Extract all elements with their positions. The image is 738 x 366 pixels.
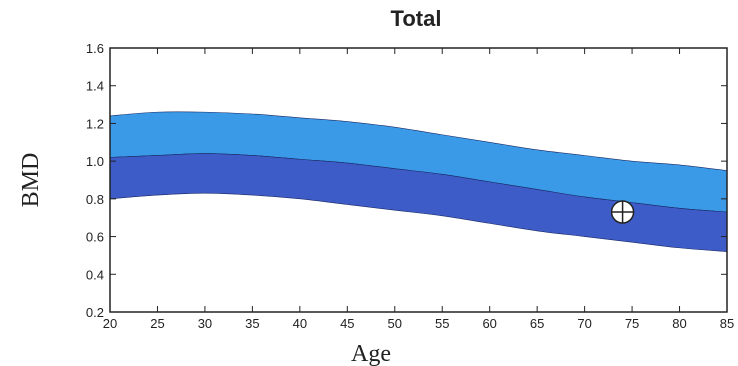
y-tick-label: 1.0 (86, 154, 104, 169)
x-tick-label: 20 (103, 316, 117, 331)
y-tick-label: 0.4 (86, 267, 104, 282)
x-tick-label: 45 (340, 316, 354, 331)
y-tick-label: 0.2 (86, 305, 104, 320)
y-axis: 0.2 0.4 0.6 0.8 1.0 1.2 1.4 1.6 (86, 41, 727, 320)
y-tick-label: 0.6 (86, 230, 104, 245)
bands-layer (109, 111, 728, 252)
x-tick-label: 75 (625, 316, 639, 331)
x-tick-label: 80 (672, 316, 686, 331)
plot-frame (109, 47, 728, 313)
y-tick-label: 1.6 (86, 41, 104, 56)
x-tick-label: 55 (435, 316, 449, 331)
y-tick-label: 1.4 (86, 79, 104, 94)
markers-layer (610, 200, 635, 224)
y-axis-label: BMD (18, 153, 44, 208)
y-tick-label: 1.2 (86, 116, 104, 131)
x-tick-label: 60 (482, 316, 496, 331)
x-tick-label: 65 (530, 316, 544, 331)
x-tick-label: 35 (245, 316, 259, 331)
x-tick-label: 30 (198, 316, 212, 331)
x-tick-label: 25 (150, 316, 164, 331)
x-tick-label: 50 (388, 316, 402, 331)
patient-marker (610, 200, 635, 224)
x-tick-label: 85 (720, 316, 734, 331)
y-tick-label: 0.8 (86, 192, 104, 207)
chart-title: Total (391, 6, 442, 31)
x-axis-label: Age (351, 341, 391, 366)
x-axis: 20 25 30 35 40 45 50 55 60 65 70 75 80 85 (103, 48, 734, 331)
x-tick-label: 40 (293, 316, 307, 331)
x-tick-label: 70 (577, 316, 591, 331)
